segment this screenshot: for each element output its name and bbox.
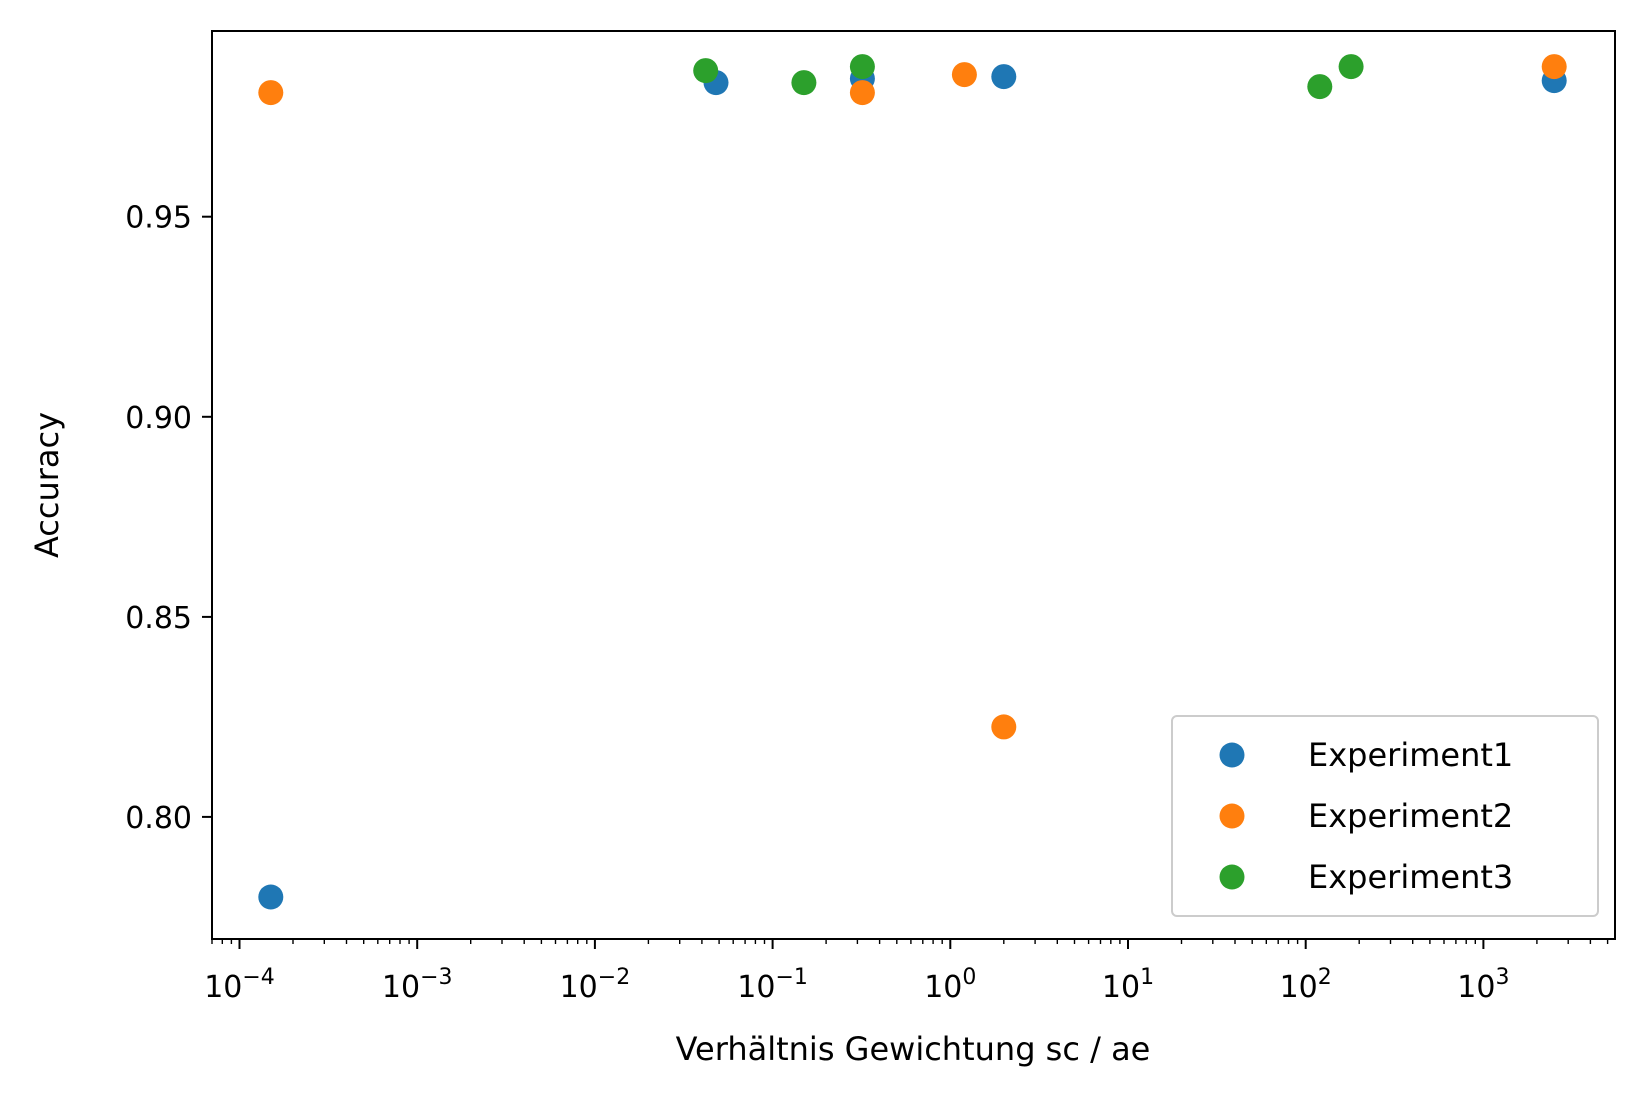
y-tick-label: 0.80 [125, 801, 192, 836]
legend-label-experiment1: Experiment1 [1308, 736, 1513, 774]
point-experiment2-4 [991, 714, 1017, 740]
x-tick-label: 10−3 [382, 965, 453, 1005]
legend-label-experiment3: Experiment3 [1308, 858, 1513, 896]
x-tick-label: 10−4 [204, 965, 275, 1005]
point-experiment3-3 [849, 54, 875, 80]
legend-marker-experiment2 [1219, 803, 1245, 829]
y-axis-label: Accuracy [28, 412, 66, 558]
x-axis-ticks: 10−4 10−3 10−2 10−1 100 101 102 103 [204, 939, 1609, 1005]
x-tick-label: 10−2 [560, 965, 631, 1005]
legend-label-experiment2: Experiment2 [1308, 797, 1513, 835]
plot-area-frame [211, 30, 1616, 940]
y-axis-ticks: 0.80 0.85 0.90 0.95 [125, 201, 212, 836]
point-experiment3-4 [1307, 74, 1333, 100]
x-tick-label: 10−1 [737, 965, 808, 1005]
point-experiment3-5 [1338, 54, 1364, 80]
point-experiment2-1 [258, 80, 284, 106]
legend: Experiment1 Experiment2 Experiment3 [1171, 715, 1599, 917]
data-points [258, 54, 1567, 910]
x-tick-label: 103 [1457, 965, 1509, 1005]
point-experiment2-5 [1541, 54, 1567, 80]
point-experiment2-3 [951, 62, 977, 88]
point-experiment1-1 [258, 884, 284, 910]
point-experiment3-1 [693, 58, 719, 84]
x-tick-label: 102 [1280, 965, 1332, 1005]
point-experiment2-2 [849, 80, 875, 106]
legend-box [1171, 715, 1599, 917]
point-experiment1-4 [991, 64, 1017, 90]
x-axis-label: Verhältnis Gewichtung sc / ae [676, 1030, 1151, 1068]
legend-marker-experiment1 [1219, 742, 1245, 768]
legend-marker-experiment3 [1219, 864, 1245, 890]
x-tick-label: 100 [924, 965, 976, 1005]
y-tick-label: 0.95 [125, 201, 192, 236]
y-tick-label: 0.85 [125, 601, 192, 636]
x-tick-label: 101 [1102, 965, 1154, 1005]
y-tick-label: 0.90 [125, 401, 192, 436]
point-experiment3-2 [791, 70, 817, 96]
